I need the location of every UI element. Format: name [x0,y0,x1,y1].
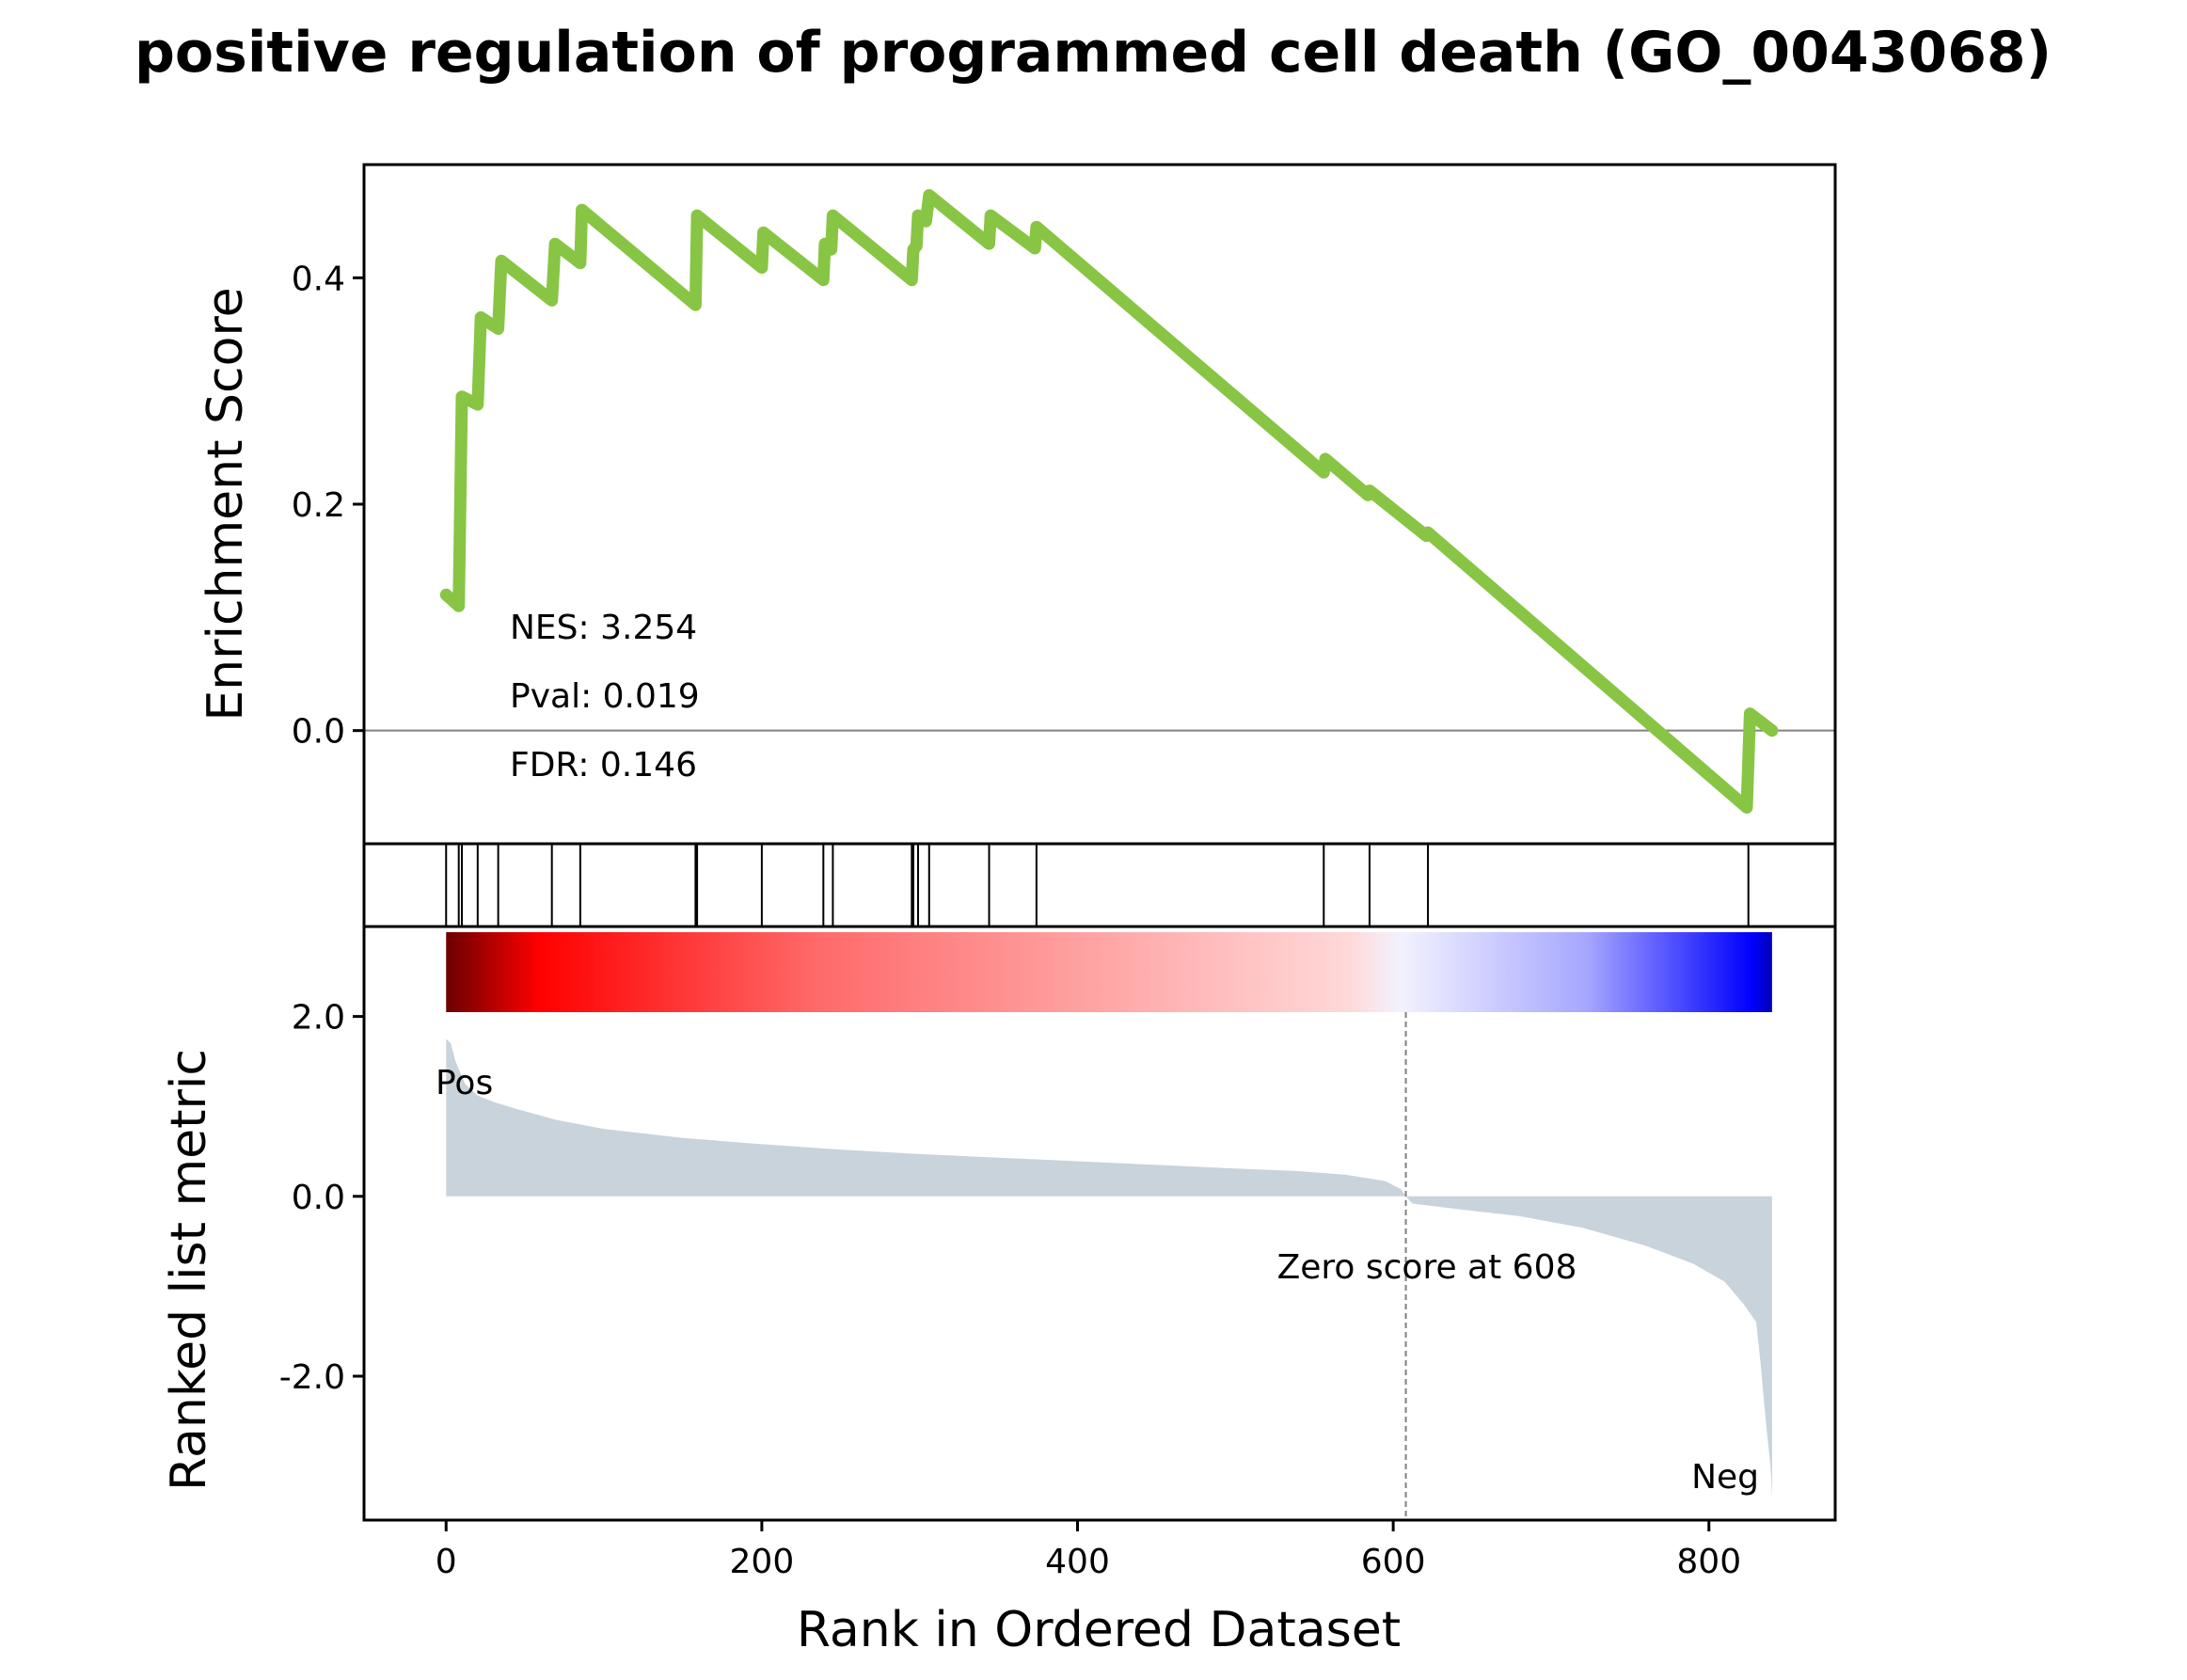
fdr-stat: FDR: 0.146 [510,746,697,785]
neg-label: Neg [1691,1458,1759,1497]
metric-axes-frame [362,925,1837,1522]
enrichment-panel: 0.4 0.2 0.0 NES: 3.254 Pval: 0.019 FDR: 0.… [198,163,1837,846]
x-axis-ticks: 0 200 400 600 800 [436,1520,1741,1581]
metric-y-tick-label: -2.0 [279,1358,345,1397]
ranked-metric-panel: 2.0 0.0 -2.0 Pos Neg Zero score at 608 Ran… [161,925,1837,1522]
metric-y-tick-label: 2.0 [292,999,345,1038]
metric-y-tick-label: 0.0 [292,1179,345,1217]
es-y-tick-label: 0.2 [292,486,345,525]
x-tick-label: 200 [730,1543,795,1581]
x-axis-label: Rank in Ordered Dataset [797,1602,1401,1658]
enrichment-score-line [439,189,1779,814]
hits-axes-frame [362,842,1837,928]
es-y-tick-label: 0.4 [292,260,345,298]
x-tick-label: 400 [1045,1543,1110,1581]
es-y-tick-label: 0.0 [292,713,345,752]
ranked-metric-area [446,1038,1772,1498]
es-y-axis-label: Enrichment Score [198,287,254,721]
metric-y-ticks: 2.0 0.0 -2.0 [279,999,364,1397]
hit-lines [445,844,1750,927]
pval-stat: Pval: 0.019 [510,677,700,716]
pos-label: Pos [436,1064,493,1102]
x-tick-label: 800 [1676,1543,1741,1581]
zero-score-label: Zero score at 608 [1277,1248,1577,1287]
nes-stat: NES: 3.254 [510,609,697,647]
x-tick-label: 600 [1361,1543,1426,1581]
hits-panel [362,842,1837,928]
metric-y-axis-label: Ranked list metric [161,1049,217,1491]
chart-title: positive regulation of programmed cell d… [135,20,2052,86]
es-y-ticks: 0.4 0.2 0.0 [292,260,364,752]
rank-color-bar [446,932,1772,1012]
x-tick-label: 0 [436,1543,457,1581]
